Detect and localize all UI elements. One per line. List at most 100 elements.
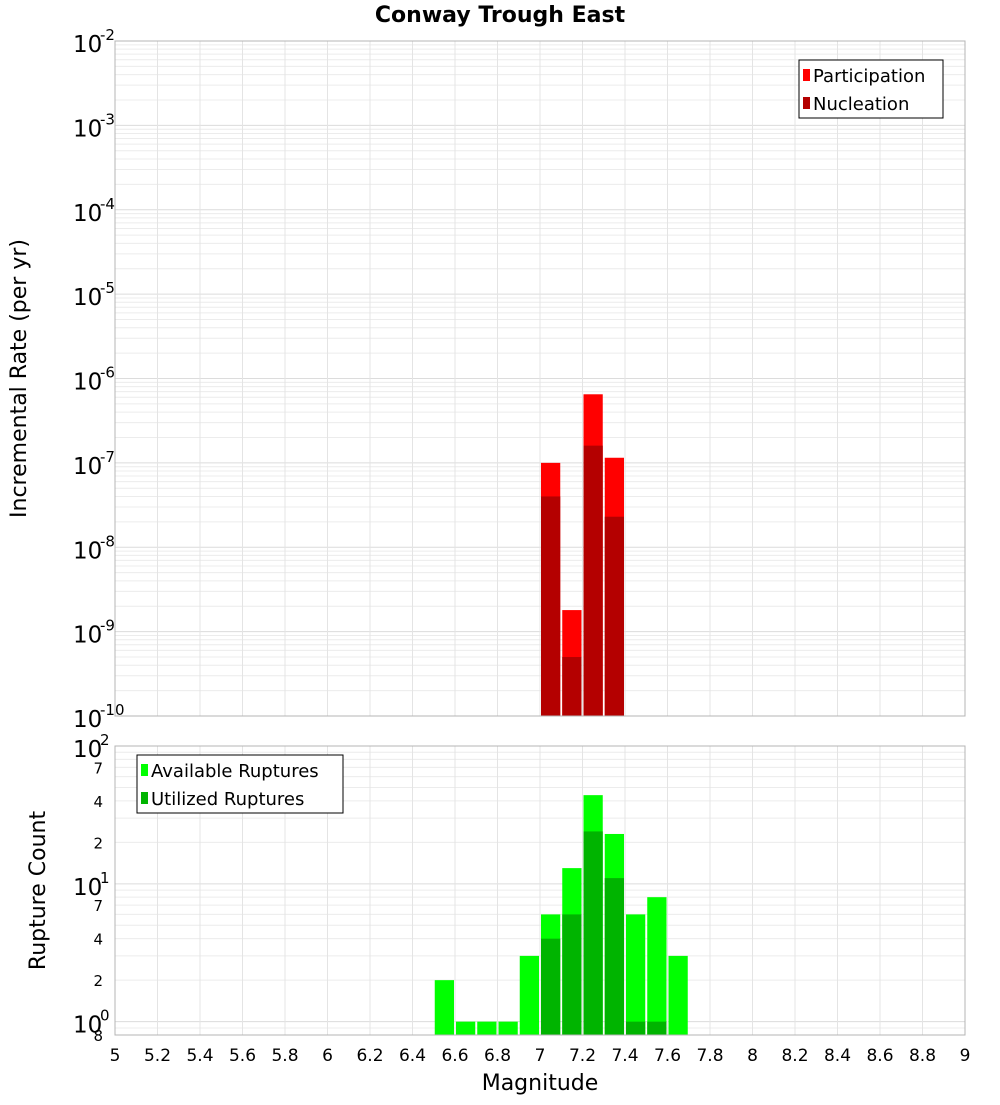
count-y-minor-label: 7 [93,759,103,777]
utilized-ruptures-legend-swatch [141,792,148,804]
y-tick-base: 10 [73,201,102,227]
nucleation-bar [541,496,561,716]
y-tick-base: 10 [73,623,102,649]
rate-y-tick-label: 10-2 [73,26,115,58]
rate-plot-border [114,40,966,717]
available-ruptures-bar [668,955,688,1035]
y-tick-exponent: 0 [100,1007,110,1025]
count-y-axis-label: Rupture Count [26,811,51,971]
count-y-tick-label: 100 [73,1007,110,1039]
x-tick-label: 6 [322,1046,333,1066]
y-tick-exponent: -8 [100,532,115,550]
rate-y-tick-label: 10-4 [73,195,115,227]
count-y-minor-label: 2 [93,972,103,990]
y-tick-base: 10 [73,1013,102,1039]
rate-legend: Participation Nucleation [798,59,944,119]
rate-y-tick-label: 10-3 [73,110,115,142]
count-legend: Available Ruptures Utilized Ruptures [136,754,344,814]
x-tick-label: 8 [747,1046,758,1066]
y-tick-base: 10 [73,32,102,58]
rate-gridlines [114,40,966,717]
utilized-ruptures-bar [647,1021,667,1035]
utilized-ruptures-bar [604,878,624,1035]
x-tick-label: 8.2 [781,1046,808,1066]
x-tick-label: 7.4 [611,1046,638,1066]
count-y-minor-label: 2 [93,834,103,852]
count-y-minor-label: 7 [93,897,103,915]
available-ruptures-bar [434,980,454,1035]
y-tick-exponent: -5 [100,279,115,297]
rate-y-tick-label: 10-6 [73,364,115,396]
participation-legend-swatch [803,69,810,81]
y-tick-base: 10 [73,116,102,142]
available-ruptures-bar [498,1021,518,1035]
x-axis: 5 5.2 5.4 5.6 5.8 6 6.2 6.4 6.6 6.8 7 7.2 7.4 7.6 7.8 8… [110,1046,971,1096]
x-tick-label: 6.4 [399,1046,426,1066]
y-tick-base: 10 [73,454,102,480]
y-tick-exponent: 1 [100,869,110,887]
utilized-ruptures-legend-label: Utilized Ruptures [151,789,304,810]
available-ruptures-bar [626,914,646,1035]
count-y-minor-label: 8 [93,1027,103,1045]
nucleation-bar [583,445,603,716]
x-tick-label: 9 [960,1046,971,1066]
count-y-tick-label: 102 [73,731,110,763]
nucleation-legend-swatch [803,97,810,109]
x-tick-label: 7 [535,1046,546,1066]
x-tick-label: 7.6 [654,1046,681,1066]
y-tick-exponent: -4 [100,195,115,213]
x-tick-label: 8.8 [909,1046,936,1066]
nucleation-legend-label: Nucleation [813,94,909,115]
utilized-ruptures-bar [562,914,582,1035]
y-tick-base: 10 [73,538,102,564]
x-tick-label: 5.4 [186,1046,213,1066]
rate-bars [541,394,624,716]
count-y-minor-label: 4 [93,931,103,949]
chart-title: Conway Trough East [375,3,626,28]
nucleation-bar [604,516,624,716]
y-tick-base: 10 [73,370,102,396]
rate-y-tick-label: 10-7 [73,448,115,480]
rate-y-axis-label: Incremental Rate (per yr) [7,239,32,518]
x-tick-label: 8.4 [824,1046,851,1066]
y-tick-exponent: -7 [100,448,115,466]
rate-y-tick-label: 10-10 [73,701,125,733]
x-axis-label: Magnitude [482,1071,599,1096]
available-ruptures-legend-label: Available Ruptures [151,761,319,782]
y-tick-base: 10 [73,737,102,763]
rate-plot: 10-210-310-410-510-610-710-810-910-10Inc… [7,26,966,733]
available-ruptures-bar [647,897,667,1035]
legend-box [798,59,944,119]
x-tick-label: 6.8 [484,1046,511,1066]
x-tick-label: 7.2 [569,1046,596,1066]
x-tick-label: 7.8 [696,1046,723,1066]
count-y-minor-label: 4 [93,793,103,811]
x-tick-label: 5.2 [144,1046,171,1066]
count-plot-border [114,745,966,1036]
y-tick-exponent: -10 [100,701,125,719]
available-ruptures-bar [477,1021,497,1035]
y-tick-base: 10 [73,285,102,311]
utilized-ruptures-bar [626,1021,646,1035]
available-ruptures-bar [519,955,539,1035]
y-tick-exponent: 2 [100,731,110,749]
rate-y-tick-label: 10-5 [73,279,115,311]
legend-box [136,754,344,814]
x-tick-label: 6.2 [356,1046,383,1066]
x-tick-label: 5 [110,1046,121,1066]
available-ruptures-bar [456,1021,476,1035]
x-tick-label: 5.8 [271,1046,298,1066]
utilized-ruptures-bar [541,938,561,1035]
count-y-tick-label: 101 [73,869,110,901]
available-ruptures-legend-swatch [141,764,148,776]
participation-legend-label: Participation [813,66,925,87]
y-tick-exponent: -2 [100,26,115,44]
x-tick-label: 6.6 [441,1046,468,1066]
rate-y-tick-label: 10-8 [73,532,115,564]
y-tick-exponent: -9 [100,617,115,635]
x-tick-label: 8.6 [866,1046,893,1066]
y-tick-base: 10 [73,707,102,733]
